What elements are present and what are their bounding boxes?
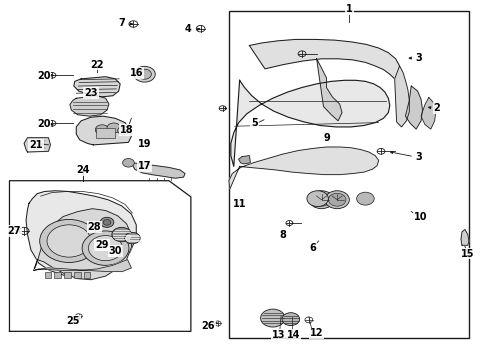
Text: 18: 18 bbox=[120, 125, 133, 135]
Circle shape bbox=[82, 231, 129, 265]
Circle shape bbox=[95, 125, 109, 135]
Text: 3: 3 bbox=[415, 152, 422, 162]
Text: 8: 8 bbox=[279, 230, 285, 239]
Text: 14: 14 bbox=[286, 330, 300, 340]
Polygon shape bbox=[394, 66, 408, 127]
Polygon shape bbox=[405, 86, 422, 129]
Circle shape bbox=[47, 225, 91, 257]
Text: 23: 23 bbox=[84, 88, 98, 98]
Bar bbox=[54, 272, 61, 278]
Polygon shape bbox=[420, 98, 435, 129]
Text: 16: 16 bbox=[129, 68, 142, 78]
Polygon shape bbox=[34, 260, 131, 271]
Text: 17: 17 bbox=[138, 161, 151, 171]
Circle shape bbox=[309, 191, 333, 209]
Text: 11: 11 bbox=[232, 199, 246, 210]
Polygon shape bbox=[131, 163, 184, 178]
Text: 1: 1 bbox=[345, 4, 352, 14]
Polygon shape bbox=[76, 116, 131, 145]
Circle shape bbox=[282, 313, 299, 325]
Circle shape bbox=[306, 191, 328, 207]
Circle shape bbox=[118, 126, 129, 135]
Bar bbox=[83, 272, 90, 278]
Polygon shape bbox=[238, 156, 250, 164]
Text: 9: 9 bbox=[323, 133, 329, 143]
Circle shape bbox=[88, 235, 122, 261]
Circle shape bbox=[107, 123, 121, 133]
Polygon shape bbox=[26, 191, 136, 278]
Circle shape bbox=[112, 227, 131, 242]
Circle shape bbox=[312, 193, 330, 206]
Text: 27: 27 bbox=[8, 226, 21, 236]
Polygon shape bbox=[34, 209, 131, 280]
Circle shape bbox=[325, 191, 348, 209]
Text: 26: 26 bbox=[201, 321, 215, 331]
Text: 5: 5 bbox=[250, 118, 257, 128]
Text: 21: 21 bbox=[29, 140, 42, 150]
Polygon shape bbox=[70, 96, 109, 116]
Text: 20: 20 bbox=[37, 71, 50, 81]
Text: 6: 6 bbox=[309, 243, 316, 253]
Polygon shape bbox=[316, 59, 341, 121]
Circle shape bbox=[260, 309, 285, 327]
Polygon shape bbox=[460, 229, 468, 245]
Bar bbox=[44, 272, 51, 278]
Polygon shape bbox=[24, 138, 50, 152]
Circle shape bbox=[100, 217, 114, 227]
Text: 20: 20 bbox=[37, 120, 50, 129]
Bar bbox=[96, 128, 115, 138]
Circle shape bbox=[103, 220, 111, 225]
Text: 13: 13 bbox=[271, 330, 285, 340]
Polygon shape bbox=[228, 147, 378, 189]
Text: 22: 22 bbox=[90, 59, 104, 69]
Polygon shape bbox=[249, 40, 399, 79]
Polygon shape bbox=[230, 80, 389, 166]
Text: 25: 25 bbox=[66, 316, 80, 325]
Text: 24: 24 bbox=[76, 165, 89, 175]
Text: 2: 2 bbox=[433, 103, 440, 113]
Text: 12: 12 bbox=[309, 328, 323, 338]
Bar bbox=[64, 272, 71, 278]
Text: 15: 15 bbox=[460, 248, 474, 258]
Circle shape bbox=[356, 192, 373, 205]
Text: 3: 3 bbox=[415, 53, 422, 63]
Text: 28: 28 bbox=[87, 222, 101, 232]
Text: 7: 7 bbox=[118, 18, 125, 28]
Text: 10: 10 bbox=[413, 212, 427, 221]
Circle shape bbox=[122, 158, 134, 167]
Polygon shape bbox=[74, 77, 120, 97]
Circle shape bbox=[134, 66, 155, 82]
Text: 29: 29 bbox=[95, 240, 109, 250]
Bar bbox=[74, 272, 81, 278]
Bar bbox=[228, 11, 468, 338]
Circle shape bbox=[328, 193, 345, 206]
Text: 4: 4 bbox=[184, 24, 191, 35]
Circle shape bbox=[138, 69, 151, 79]
Text: 30: 30 bbox=[108, 246, 122, 256]
Circle shape bbox=[124, 232, 140, 244]
Circle shape bbox=[40, 220, 98, 262]
Polygon shape bbox=[9, 181, 190, 331]
Text: 19: 19 bbox=[138, 139, 151, 149]
